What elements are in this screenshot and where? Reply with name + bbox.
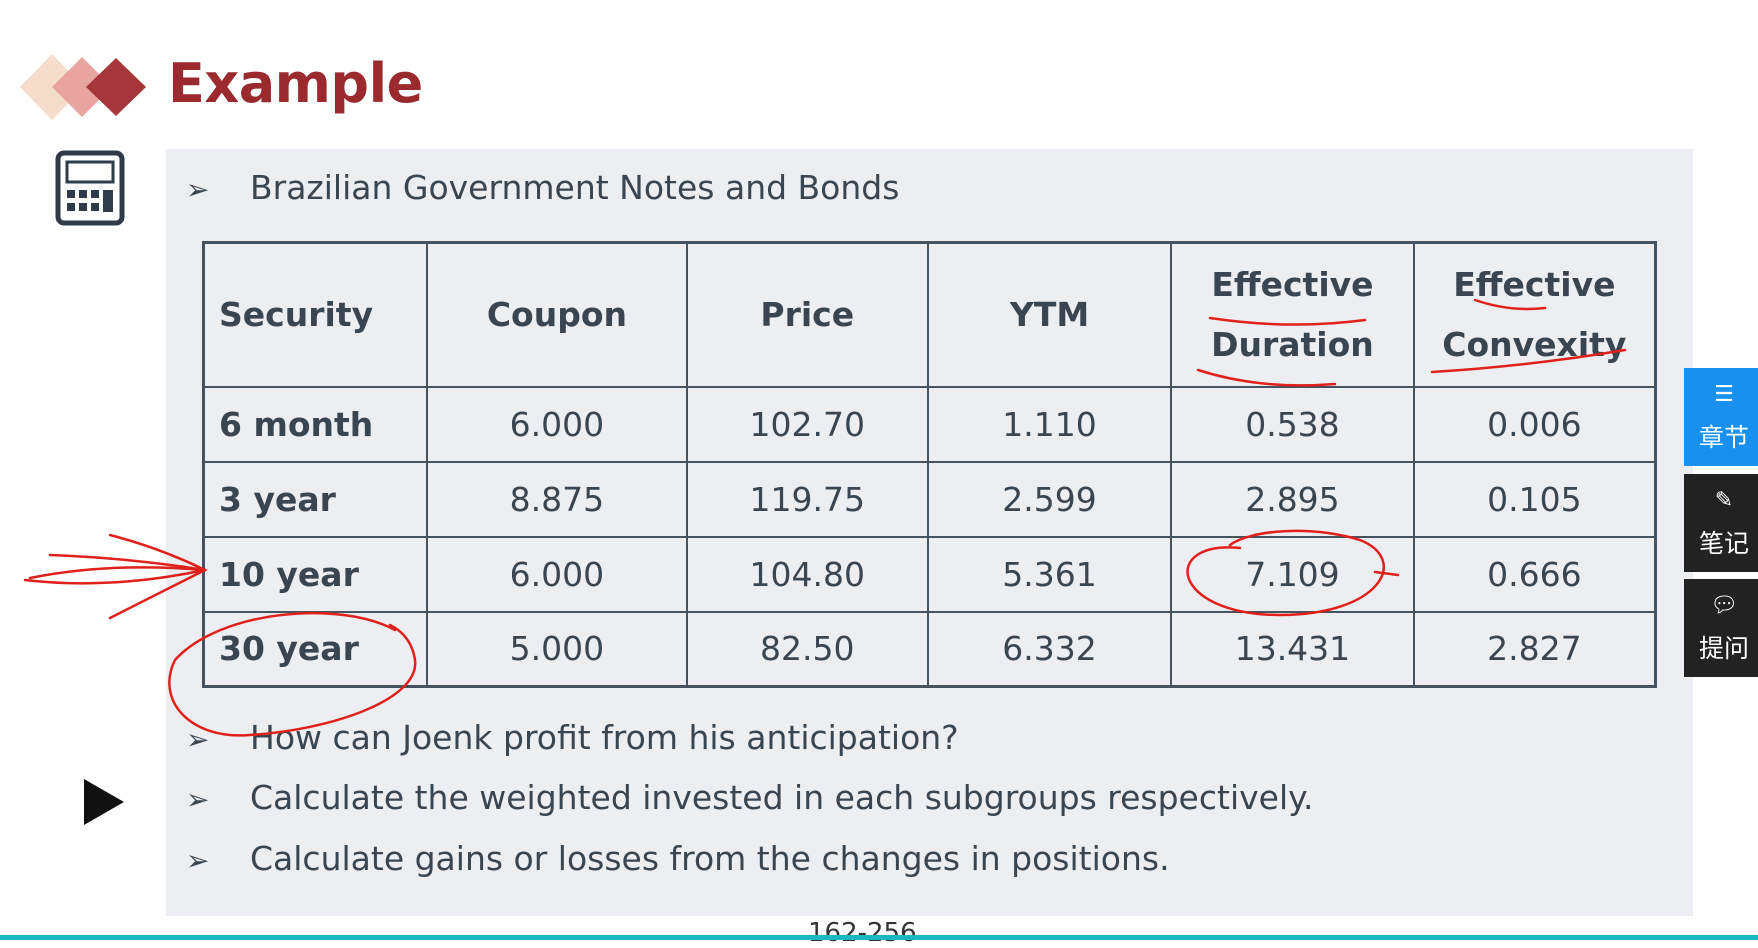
calculator-icon [55,150,125,226]
sidebar-questions-button[interactable]: 💬︎ 提问 [1684,579,1758,677]
cell: 5.000 [426,610,688,688]
cell: 0.538 [1170,385,1415,463]
sidebar-chapters-button[interactable]: ☰ 章节 [1684,368,1758,466]
cell: 102.70 [685,385,929,463]
cell: 0.666 [1412,535,1657,613]
cell: 10 year [202,535,429,613]
bullet-item: ➢ Calculate the weighted invested in each… [186,778,1313,817]
cell: 5.361 [926,535,1173,613]
chat-bubble-icon: 💬︎ [1710,593,1738,618]
play-icon[interactable] [84,779,124,825]
title-diamonds-icon [20,54,146,120]
bullet-text: How can Joenk profit from his anticipati… [250,718,959,757]
chapters-label: 章节 [1698,423,1749,452]
bullet-item: ➢ Brazilian Government Notes and Bonds [186,168,899,207]
cell: 13.431 [1170,610,1415,688]
arrow-bullet-icon: ➢ [186,783,210,816]
header-effective-duration: Effective Duration [1170,241,1415,388]
arrow-bullet-icon: ➢ [186,844,210,877]
cell: 2.827 [1412,610,1657,688]
cell: 6.000 [426,535,688,613]
cell: 6 month [202,385,429,463]
header-coupon: Coupon [426,241,688,388]
cell: 3 year [202,460,429,538]
cell: 8.875 [426,460,688,538]
table-row: 3 year 8.875 119.75 2.599 2.895 0.105 [202,460,1657,538]
bullet-item: ➢ How can Joenk profit from his anticipat… [186,718,959,757]
cell: 2.895 [1170,460,1415,538]
slide-title: Example [168,52,423,115]
bullet-item: ➢ Calculate gains or losses from the chan… [186,839,1170,878]
cell: 82.50 [685,610,929,688]
arrow-bullet-icon: ➢ [186,723,210,756]
bond-table: Security Coupon Price YTM Effective Dura… [202,241,1657,688]
notes-label: 笔记 [1698,529,1749,558]
cell: 1.110 [926,385,1173,463]
table-header-row: Security Coupon Price YTM Effective Dura… [202,241,1657,388]
cell: 0.006 [1412,385,1657,463]
table-row: 30 year 5.000 82.50 6.332 13.431 2.827 [202,610,1657,688]
page-number: 162-256 [808,918,917,948]
cell: 2.599 [926,460,1173,538]
progress-bar[interactable] [0,935,1758,940]
document-list-icon: ☰ [1714,382,1734,407]
table-row: 6 month 6.000 102.70 1.110 0.538 0.006 [202,385,1657,463]
arrow-bullet-icon: ➢ [186,173,210,206]
header-effective-convexity: Effective Convexity [1412,241,1657,388]
bullet-text: Calculate gains or losses from the chang… [250,839,1170,878]
cell: 6.000 [426,385,688,463]
cell: 30 year [202,610,429,688]
header-security: Security [202,241,429,388]
cell: 104.80 [685,535,929,613]
pencil-icon: ✎ [1714,488,1734,513]
table-row: 10 year 6.000 104.80 5.361 7.109 0.666 [202,535,1657,613]
header-price: Price [685,241,929,388]
bullet-text: Calculate the weighted invested in each … [250,778,1314,817]
header-ytm: YTM [926,241,1173,388]
sidebar-notes-button[interactable]: ✎ 笔记 [1684,474,1758,572]
cell: 6.332 [926,610,1173,688]
questions-label: 提问 [1698,634,1749,663]
cell: 119.75 [685,460,929,538]
cell: 0.105 [1412,460,1657,538]
cell: 7.109 [1170,535,1415,613]
bullet-text: Brazilian Government Notes and Bonds [250,168,900,207]
